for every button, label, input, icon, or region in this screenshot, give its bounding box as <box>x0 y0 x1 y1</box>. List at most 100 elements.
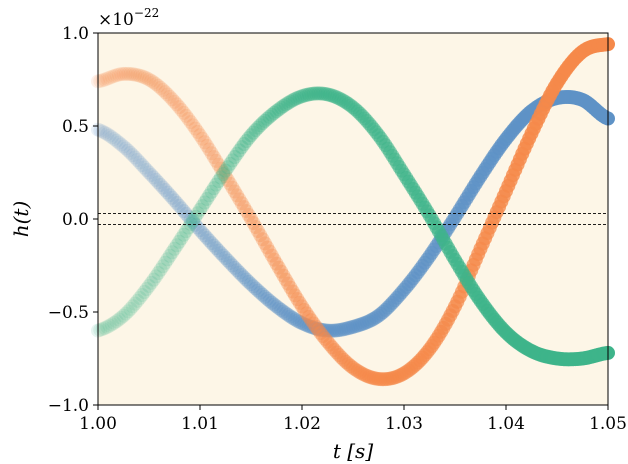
series-3-marker <box>299 87 314 102</box>
series-3-marker <box>97 321 112 336</box>
series-2-marker <box>179 108 194 123</box>
series-3-marker <box>255 116 270 131</box>
x-tick-label: 1.04 <box>487 414 525 434</box>
series-2-marker <box>211 157 226 172</box>
series-1-marker <box>209 241 224 256</box>
series-3-marker <box>211 174 226 189</box>
series-3-marker <box>308 86 323 101</box>
series-3-marker <box>116 308 131 323</box>
series-1-marker <box>102 128 117 143</box>
series-1-marker <box>253 285 268 300</box>
series-1-marker <box>306 320 321 335</box>
series-3-marker <box>146 272 161 287</box>
series-1-marker <box>137 160 152 175</box>
x-tick-label: 1.03 <box>385 414 423 434</box>
series-3-marker <box>151 266 166 281</box>
x-tick-label: 1.01 <box>181 414 219 434</box>
series-3-marker <box>195 199 210 214</box>
series-1-marker <box>125 148 140 163</box>
series-1-marker <box>295 316 309 331</box>
series-1-marker <box>95 124 110 139</box>
series-2-marker <box>262 244 277 259</box>
series-2-marker <box>269 256 284 271</box>
series-1-marker <box>142 165 156 180</box>
series-2-marker <box>176 105 191 120</box>
series-2-marker <box>276 268 291 283</box>
series-3-marker <box>100 319 115 334</box>
series-1-marker <box>111 135 126 150</box>
series-2-marker <box>167 94 182 109</box>
series-2-marker <box>146 75 161 90</box>
series-3-marker <box>160 252 175 267</box>
series-3-marker <box>239 134 254 148</box>
series-1-marker <box>151 175 166 190</box>
series-2-marker <box>230 188 245 203</box>
series-3-marker <box>334 92 349 107</box>
series-2-marker <box>202 142 217 157</box>
series-1-marker <box>162 188 177 203</box>
series-1-marker <box>281 307 296 322</box>
series-1-marker <box>315 323 330 338</box>
series-2-marker <box>139 71 154 86</box>
series-2-marker <box>160 87 175 102</box>
series-1-marker <box>260 291 275 306</box>
series-1-marker <box>285 310 300 325</box>
series-3-marker <box>257 113 272 128</box>
series-2-marker <box>213 161 228 176</box>
series-1-marker <box>104 130 119 145</box>
series-2-marker <box>283 280 298 295</box>
series-1-marker <box>128 150 143 165</box>
series-3-marker <box>313 86 328 101</box>
series-2-marker <box>153 80 168 95</box>
series-3-marker <box>162 248 177 263</box>
series-1-marker <box>320 323 335 338</box>
series-2-marker <box>199 138 214 153</box>
series-2-marker <box>172 100 187 115</box>
series-3-marker <box>288 92 303 107</box>
series-1-marker <box>213 246 228 261</box>
series-3-marker <box>155 259 170 274</box>
series-1-marker <box>174 201 189 216</box>
series-3-marker <box>267 105 282 120</box>
series-3-marker <box>176 227 191 242</box>
series-3-marker <box>206 181 221 196</box>
x-tick-label: 1.00 <box>79 414 117 434</box>
series-2-marker <box>137 70 152 85</box>
series-3-marker <box>285 93 300 108</box>
series-2-marker <box>193 128 207 143</box>
series-1-marker <box>269 299 284 314</box>
series-1-marker <box>276 304 291 319</box>
series-1-marker <box>244 277 258 292</box>
series-1-marker <box>216 248 231 263</box>
series-3-marker <box>114 310 129 325</box>
series-1-marker <box>304 320 319 335</box>
series-2-marker <box>267 252 282 267</box>
series-1-marker <box>93 123 108 138</box>
series-2-marker <box>234 196 249 211</box>
series-2-marker <box>132 68 147 83</box>
series-2-marker <box>336 352 351 367</box>
series-1-marker <box>299 318 314 333</box>
series-2-marker <box>186 118 201 133</box>
series-3-marker <box>246 125 261 140</box>
series-2-marker <box>306 316 321 331</box>
series-1-marker <box>116 139 131 154</box>
series-1-marker <box>250 283 265 298</box>
series-2-marker <box>125 67 140 82</box>
series-2-marker <box>288 288 303 303</box>
series-3-marker <box>301 87 316 102</box>
series-1-marker <box>322 323 337 338</box>
series-2-marker <box>327 342 342 357</box>
series-2-marker <box>174 102 189 117</box>
series-2-marker <box>290 292 305 307</box>
series-3-marker <box>204 184 219 199</box>
series-3-marker <box>169 238 184 253</box>
series-2-marker <box>325 340 340 355</box>
series-1-marker <box>160 185 175 200</box>
series-3-marker <box>218 163 233 178</box>
series-2-marker <box>165 92 180 107</box>
series-2-marker <box>313 325 328 340</box>
series-2-marker <box>223 176 238 191</box>
series-2-marker <box>285 284 300 299</box>
series-2-marker <box>97 72 112 87</box>
